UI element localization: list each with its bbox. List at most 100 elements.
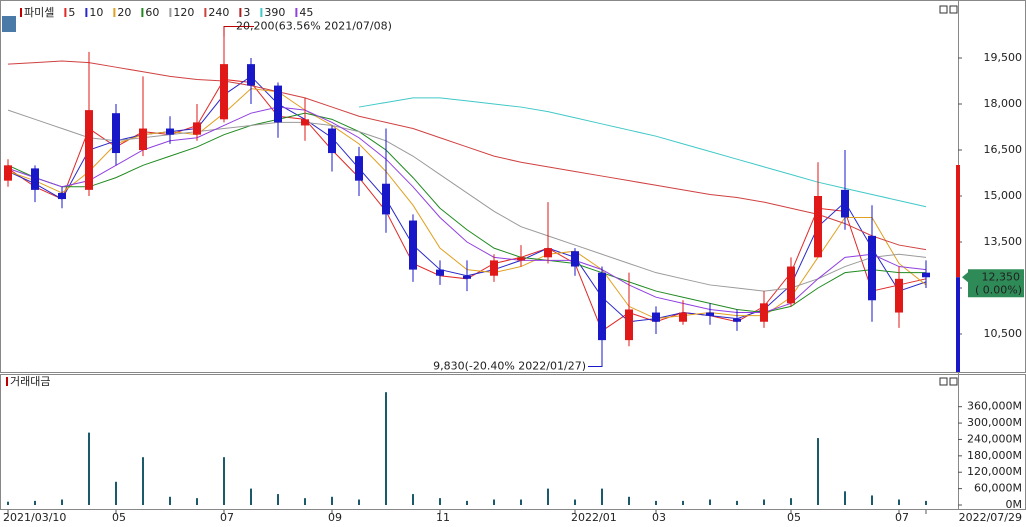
candle-body [382,183,390,215]
volume-bar [817,438,819,505]
y-tick-label: 360,000M [967,400,1022,413]
legend-label: 120 [173,6,194,19]
volume-bar [736,500,738,505]
volume-bar [34,500,36,505]
moving-average-line [7,106,927,314]
volume-bar [142,457,144,505]
y-tick-label: 180,000M [967,449,1022,462]
moving-average-line [7,60,927,251]
volume-bar [385,392,387,505]
legend-label: 45 [299,6,313,19]
y-tick-label: 240,000M [967,432,1022,445]
y-tick-label: 10,500 [984,327,1023,340]
volume-bar [250,488,252,505]
y-tick-label: 300,000M [967,416,1022,429]
y-tick-label: 13,500 [984,235,1023,248]
candle-body [166,128,174,135]
annotation: 9,830(-20.40% 2022/01/27) [433,360,586,373]
window-button[interactable] [949,5,958,14]
window-button[interactable] [939,377,948,386]
y-tick-label: 16,500 [984,143,1023,156]
candle-body [58,192,66,200]
x-tick-label: 05 [112,511,126,524]
volume-bar [277,494,279,505]
volume-bar [871,495,873,505]
volume-bar [925,500,927,505]
last-price: 12,350 [982,270,1021,283]
candle-body [274,85,282,123]
volume-title: 거래대금 [10,375,50,388]
moving-average-line [7,112,926,314]
volume-bar [574,499,576,505]
legend-marker [239,8,242,17]
candle-body [4,165,12,181]
annotation-arrow [223,26,254,37]
legend-marker [20,8,22,17]
volume-bar [358,499,360,505]
legend-label: 240 [208,6,229,19]
volume-bar [223,457,225,505]
legend-marker [260,8,263,17]
legend-label: 20 [117,6,131,19]
volume-panel [0,374,1026,510]
volume-bar [61,499,63,505]
moving-average-line [7,109,927,292]
candle-body [517,257,525,261]
legend-marker [169,8,172,17]
candle-body [220,64,228,120]
y-tick-label: 0M [1006,498,1023,511]
volume-bar [304,498,306,505]
y-tick-label: 60,000M [974,482,1022,495]
candle-body [841,189,849,218]
volume-bar [196,498,198,505]
candle-body [679,312,687,322]
candle-body [544,248,552,258]
annotation: 20,200(63.56% 2021/07/08) [236,20,392,33]
y-tick-label: 19,500 [984,51,1023,64]
legend-label: 390 [264,6,285,19]
volume-bar [709,499,711,505]
candle-body [436,269,444,276]
candle-body [355,156,363,181]
candle-body [706,312,714,316]
candle-body [301,119,309,126]
legend-marker [295,8,298,17]
legend-marker [85,8,88,17]
candle-body [868,235,876,301]
candle-body [31,168,39,190]
last-price-box [968,269,1024,298]
volume-bar [493,499,495,505]
range-bar-down [956,277,960,372]
candle-body [787,266,795,304]
volume-bar [601,488,603,505]
candle-body [193,122,201,135]
candle-body [760,303,768,322]
y-tick-label: 120,000M [967,465,1022,478]
volume-bar [412,494,414,505]
candle-body [625,309,633,341]
volume-bar [547,488,549,505]
x-tick-label: 09 [328,511,342,524]
candle-body [328,128,336,154]
volume-bar [7,501,9,505]
x-tick-label: 2021/03/10 [3,511,66,524]
candle-body [247,64,255,86]
legend-label: 5 [68,6,75,19]
last-change: ( 0.00%) [975,283,1022,296]
x-tick-label: 2022/01 [571,511,617,524]
legend-marker [6,377,8,386]
x-tick-label: 2022/07/29 [959,511,1022,524]
candle-body [652,312,660,322]
candle-body [85,110,93,190]
candle-body [139,128,147,150]
volume-bar [655,500,657,505]
y-tick-label: 18,000 [984,97,1023,110]
volume-bar [520,499,522,505]
window-button[interactable] [939,5,948,14]
volume-bar [628,496,630,505]
candle-body [895,278,903,313]
x-tick-label: 07 [895,511,909,524]
volume-bar [682,500,684,505]
volume-bar [169,496,171,505]
window-button[interactable] [949,377,958,386]
